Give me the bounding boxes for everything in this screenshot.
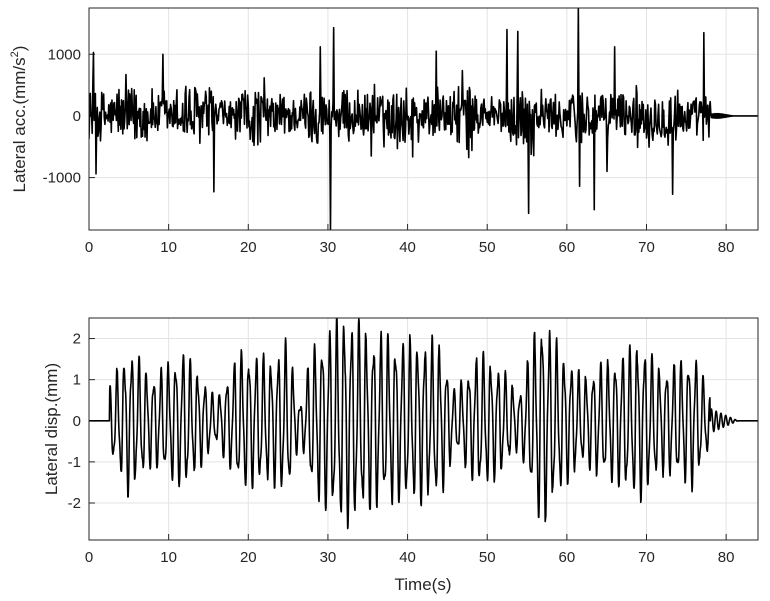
acceleration-y-axis-label-exponent: 2 <box>9 51 21 57</box>
displacement-y-axis-label: Lateral disp.(mm) <box>42 363 61 495</box>
x-tick-label: 10 <box>160 549 177 566</box>
y-tick-label: 2 <box>73 331 81 348</box>
displacement-axes-frame <box>88 317 759 541</box>
y-tick-label: -1 <box>68 454 81 471</box>
acceleration-panel: 0 10 20 30 40 50 60 70 80 -1000 0 1000 Lateral acc… <box>9 7 759 256</box>
x-tick-label: 40 <box>399 239 416 256</box>
displacement-line <box>89 318 758 530</box>
x-tick-label: 70 <box>638 239 655 256</box>
y-tick-label: 1 <box>73 372 81 389</box>
acceleration-series <box>89 8 758 230</box>
x-tick-label: 70 <box>638 549 655 566</box>
x-tick-label: 60 <box>559 239 576 256</box>
x-tick-label: 40 <box>399 549 416 566</box>
x-tick-label: 50 <box>479 239 496 256</box>
acceleration-axes-frame <box>88 7 759 231</box>
x-tick-label: 0 <box>85 549 93 566</box>
x-tick-label: 80 <box>718 549 735 566</box>
displacement-panel: 0 10 20 30 40 50 60 70 80 -2 -1 0 1 2 Lateral disp.(… <box>42 317 759 594</box>
x-tick-label: 60 <box>559 549 576 566</box>
y-tick-label: -1000 <box>43 170 81 187</box>
y-tick-label: 0 <box>73 413 81 430</box>
displacement-y-tick-labels: -2 -1 0 1 2 <box>68 331 81 512</box>
displacement-x-axis-label: Time(s) <box>395 575 452 594</box>
displacement-x-tick-labels: 0 10 20 30 40 50 60 70 80 <box>85 549 735 566</box>
acceleration-y-axis-label-close: ) <box>10 46 29 52</box>
y-tick-label: 1000 <box>48 46 81 63</box>
acceleration-y-tick-labels: -1000 0 1000 <box>43 46 81 186</box>
x-tick-label: 20 <box>240 549 257 566</box>
x-tick-label: 80 <box>718 239 735 256</box>
y-tick-label: 0 <box>73 108 81 125</box>
x-tick-label: 50 <box>479 549 496 566</box>
x-tick-label: 10 <box>160 239 177 256</box>
x-tick-label: 30 <box>320 549 337 566</box>
acceleration-line <box>89 8 758 230</box>
x-tick-label: 30 <box>320 239 337 256</box>
acceleration-y-axis-label: Lateral acc.(mm/s2) <box>9 46 29 193</box>
acceleration-x-tick-labels: 0 10 20 30 40 50 60 70 80 <box>85 239 735 256</box>
x-tick-label: 0 <box>85 239 93 256</box>
y-tick-label: -2 <box>68 495 81 512</box>
acceleration-y-axis-label-text: Lateral acc.(mm/s <box>10 57 29 192</box>
displacement-series <box>89 318 758 530</box>
x-tick-label: 20 <box>240 239 257 256</box>
